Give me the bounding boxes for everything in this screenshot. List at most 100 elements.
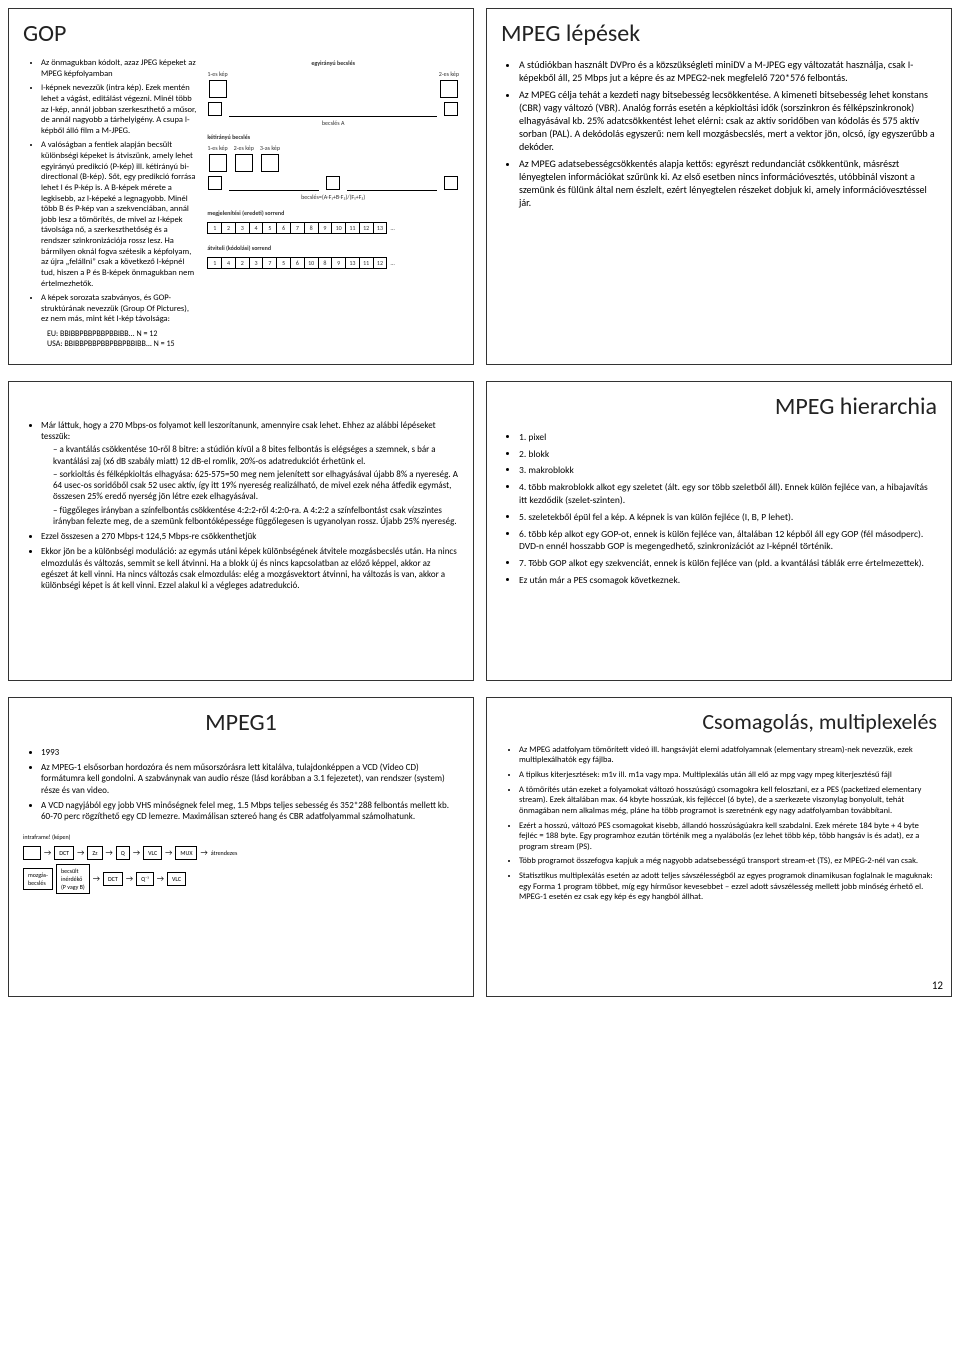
- cs6: Statisztikus multiplexálás esetén az ado…: [519, 871, 937, 903]
- slide-hierarchia-right: MPEG hierarchia 1. pixel 2. blokk 3. mak…: [486, 381, 952, 681]
- seq-display: 1 2 3 4 5 6 7 8 9 10 11 12 13: [207, 222, 387, 234]
- hier-sub: a kvantálás csökkentése 10-ről 8 bitre: …: [41, 444, 459, 527]
- flow-vlc2: VLC: [167, 872, 186, 886]
- flow-side: átrendezes: [211, 849, 238, 857]
- seqcell: 1: [208, 223, 222, 233]
- seqcell: 1: [208, 258, 222, 268]
- gop-eu: EU: BBIBBPBBPBBPBBIBB... N = 12: [47, 329, 197, 339]
- title-mpeg1: MPEG1: [23, 708, 459, 737]
- arrow-icon: →: [200, 848, 207, 858]
- hr2: 2. blokk: [519, 448, 937, 461]
- flow-q: Q: [116, 846, 130, 860]
- arrow-icon: →: [126, 874, 133, 884]
- seqcell: 4: [222, 258, 236, 268]
- hier-s3: függőleges irányban a színfelbontás csök…: [53, 505, 459, 528]
- hier-r2: Ekkor jön be a különbségi moduláció: az …: [41, 546, 459, 591]
- arrow-line: [229, 116, 437, 117]
- seqcell: 9: [319, 223, 333, 233]
- arrow-icon: →: [93, 874, 100, 884]
- slide-row-2: Már láttuk, hogy a 270 Mbps-os folyamot …: [8, 381, 952, 681]
- cs5: Több programot összefogva kapjuk a még n…: [519, 856, 937, 867]
- gop-b1: Az önmagukban kódolt, azaz JPEG képeket …: [41, 58, 197, 79]
- flow-dct2: DCT: [103, 872, 123, 886]
- lbl-k2a: 2-es kép: [439, 70, 459, 78]
- lbl-k2b: 2-es kép: [234, 144, 254, 152]
- block-box: [326, 176, 340, 190]
- flow-motion: mozgás- becslés: [23, 868, 53, 890]
- hr3: 3. makroblokk: [519, 464, 937, 477]
- arrow-line: [347, 190, 437, 191]
- title-csomag: Csomagolás, multiplexelés: [501, 708, 937, 735]
- gop-b2: I-képnek nevezzük (intra kép). Ezek ment…: [41, 83, 197, 136]
- m1b3: A VCD nagyjából egy jobb VHS minőségnek …: [41, 800, 459, 823]
- flow-src: [23, 846, 41, 860]
- seq1-label: megjelenítési (eredeti) sorrend: [207, 209, 459, 217]
- seqcell: 5: [277, 258, 291, 268]
- seqcell: 13: [374, 223, 387, 233]
- gop-bullets: Az önmagukban kódolt, azaz JPEG képeket …: [23, 58, 197, 325]
- block-box: [444, 176, 458, 190]
- hr4: 4. több makroblokk alkot egy szeletet (á…: [519, 481, 937, 507]
- seqcell: 3: [250, 258, 264, 268]
- seqcell: 7: [263, 258, 277, 268]
- m1b1: 1993: [41, 747, 459, 758]
- becsles-a: becslés A: [207, 119, 459, 127]
- arrow-icon: →: [133, 848, 140, 858]
- hr1: 1. pixel: [519, 431, 937, 444]
- csomag-bullets: Az MPEG adatfolyam tömörített videó ill.…: [501, 745, 937, 903]
- seqcell: 3: [236, 223, 250, 233]
- seqcell: 8: [305, 223, 319, 233]
- cs1: Az MPEG adatfolyam tömörített videó ill.…: [519, 745, 937, 766]
- block-box: [208, 102, 222, 116]
- arrow-line: [229, 190, 319, 191]
- seqcell: 10: [332, 223, 346, 233]
- cs3: A tömörítés után ezeket a folyamokat vál…: [519, 785, 937, 817]
- seqcell: 2: [222, 223, 236, 233]
- arrow-icon: →: [157, 874, 164, 884]
- lbl-k1a: 1-es kép: [207, 70, 227, 78]
- gop-diagram: egyirányú becslés 1-es kép 2-es kép: [207, 58, 459, 350]
- seqcell: 12: [374, 258, 387, 268]
- hier-left: Már láttuk, hogy a 270 Mbps-os folyamot …: [23, 420, 459, 592]
- seqcell: 6: [277, 223, 291, 233]
- title-lepesek: MPEG lépések: [501, 19, 937, 48]
- mpeg1-flow-diagram: intraframe! (képen) → DCT → Zz → Q → VLC…: [23, 832, 459, 894]
- lbl-k3b: 3-as kép: [260, 144, 280, 152]
- frame-box: [235, 154, 253, 172]
- diag-uni-label: egyirányú becslés: [207, 59, 459, 67]
- seqcell: 12: [360, 223, 374, 233]
- seqcell: 8: [319, 258, 333, 268]
- frame-box: [209, 154, 227, 172]
- arrow-icon: →: [165, 848, 172, 858]
- becsles-expr: becslés=(A·F₁+B·F₂)/(F₁+F₂): [207, 193, 459, 201]
- flow-bot-row: mozgás- becslés becsült inérdékő (P vagy…: [23, 864, 459, 894]
- title-hierarchia: MPEG hierarchia: [501, 392, 937, 421]
- flow-mux: MUX: [175, 846, 197, 860]
- block-box: [444, 102, 458, 116]
- arrow-icon: →: [106, 848, 113, 858]
- block-box: [208, 176, 222, 190]
- hier-s2: sorkioltás és félképkioltás elhagyása: 6…: [53, 469, 459, 503]
- flow-vlc: VLC: [143, 846, 162, 860]
- seqcell: 4: [250, 223, 264, 233]
- seqcell: 11: [346, 223, 360, 233]
- hier-intro-text: Már láttuk, hogy a 270 Mbps-os folyamot …: [41, 420, 436, 442]
- hier-r1: Ezzel összesen a 270 Mbps-t 124,5 Mbps-r…: [41, 531, 459, 542]
- flow-dct: DCT: [54, 846, 74, 860]
- hier-s1: a kvantálás csökkentése 10-ről 8 bitre: …: [53, 444, 459, 467]
- slide-hierarchia-left: Már láttuk, hogy a 270 Mbps-os folyamot …: [8, 381, 474, 681]
- title-gop: GOP: [23, 19, 459, 48]
- seqcell: 13: [346, 258, 360, 268]
- hier-right: 1. pixel 2. blokk 3. makroblokk 4. több …: [501, 431, 937, 587]
- lbl-k1b: 1-es kép: [207, 144, 227, 152]
- slide-row-1: GOP Az önmagukban kódolt, azaz JPEG képe…: [8, 8, 952, 365]
- seqcell: 5: [263, 223, 277, 233]
- diag-bidir-label: kétirányú becslés: [207, 133, 459, 141]
- flow-zz: Zz: [87, 846, 102, 860]
- arrow-icon: →: [77, 848, 84, 858]
- slide-mpeg1: MPEG1 1993 Az MPEG-1 elsősorban hordozór…: [8, 697, 474, 997]
- lep-b2: Az MPEG célja tehát a kezdeti nagy bitse…: [519, 88, 937, 153]
- flow-top-label: intraframe! (képen): [23, 833, 459, 841]
- slide-lepesek: MPEG lépések A stúdiókban használt DVPro…: [486, 8, 952, 365]
- hr7: 7. Több GOP alkot egy szekvenciát, ennek…: [519, 557, 937, 570]
